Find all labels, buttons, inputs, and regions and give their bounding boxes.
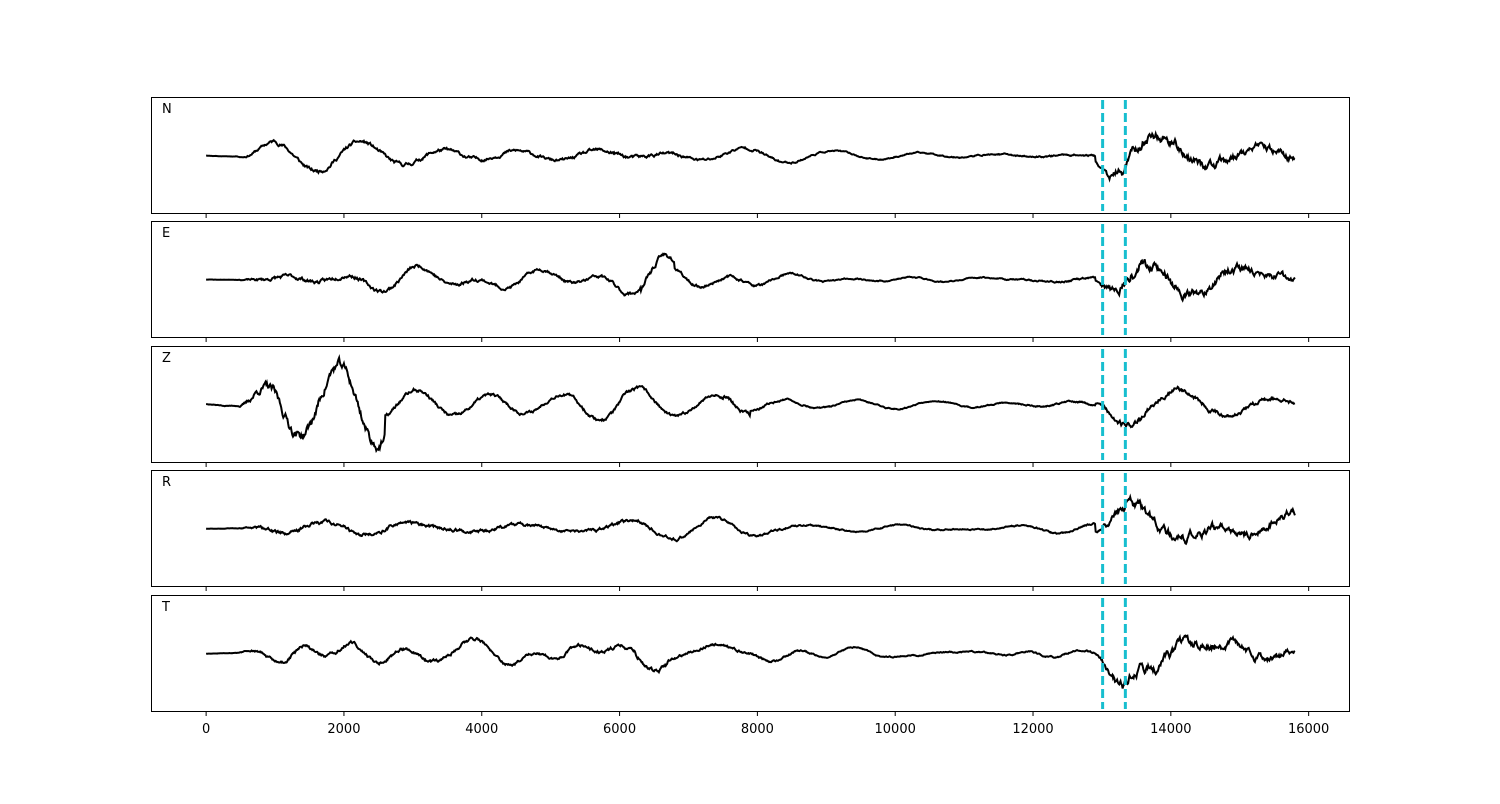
subplot-n: N: [151, 97, 1350, 218]
subplot-label-n: N: [162, 102, 172, 117]
x-tick-label-4000: 4000: [465, 722, 498, 737]
trace-t: [205, 633, 1296, 689]
trace-e: [205, 252, 1296, 303]
axes-frame-n: [151, 97, 1350, 214]
trace-n: [206, 129, 1296, 183]
x-tick-label-10000: 10000: [875, 722, 916, 737]
subplot-label-r: R: [162, 475, 171, 490]
x-tick-label-0: 0: [202, 722, 210, 737]
subplot-r: R: [151, 470, 1350, 591]
x-tick-label-6000: 6000: [603, 722, 636, 737]
axes-frame-z: [151, 346, 1350, 463]
axes-frame-t: [151, 595, 1350, 712]
x-tick-label-14000: 14000: [1150, 722, 1191, 737]
trace-z: [205, 354, 1296, 454]
x-tick-label-16000: 16000: [1288, 722, 1329, 737]
x-tick-label-8000: 8000: [741, 722, 774, 737]
subplot-e: E: [151, 221, 1350, 342]
trace-r: [205, 493, 1296, 546]
axes-frame-e: [151, 221, 1350, 338]
x-tick-label-2000: 2000: [327, 722, 360, 737]
subplot-label-e: E: [162, 226, 170, 241]
subplot-label-t: T: [161, 600, 170, 615]
subplot-label-z: Z: [162, 351, 171, 366]
subplot-z: Z: [151, 346, 1350, 467]
x-tick-label-12000: 12000: [1012, 722, 1053, 737]
axes-frame-r: [151, 470, 1350, 587]
subplot-t: T 0 2000 4000 6000 8000 10000 12000 14000 16000: [151, 595, 1350, 737]
